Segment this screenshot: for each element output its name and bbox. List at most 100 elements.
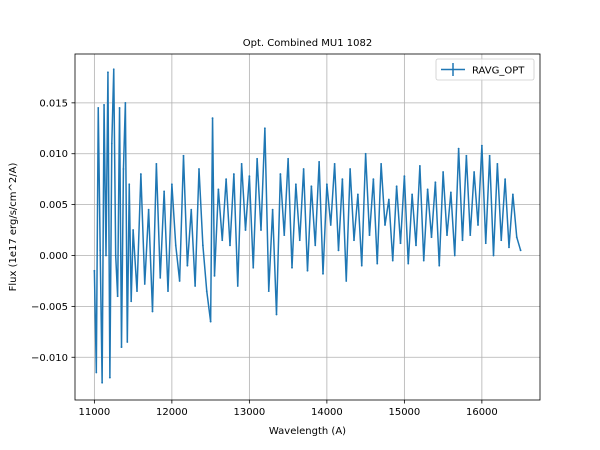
data-point xyxy=(116,295,119,298)
data-point xyxy=(287,157,290,160)
data-point xyxy=(229,244,231,247)
data-point xyxy=(221,239,224,242)
data-point xyxy=(519,249,522,252)
legend-box xyxy=(435,58,535,81)
data-point xyxy=(174,244,177,247)
data-point xyxy=(314,244,317,247)
data-point xyxy=(271,208,274,211)
data-point xyxy=(201,244,204,247)
y-tick-label: 0.005 xyxy=(39,200,68,211)
data-point xyxy=(500,239,503,242)
data-point xyxy=(399,242,402,245)
data-point xyxy=(267,290,270,293)
plot-frame xyxy=(74,53,541,401)
data-point xyxy=(310,185,313,188)
data-point xyxy=(170,183,173,186)
data-point xyxy=(345,280,348,282)
data-point xyxy=(139,173,142,175)
data-point xyxy=(446,234,448,237)
data-point xyxy=(508,246,510,249)
data-point xyxy=(147,208,150,211)
data-point xyxy=(209,320,212,323)
data-point xyxy=(438,264,441,267)
axis-ticks: 11000 12000 13000 14000 15000 16000 −0.010 −0.0… xyxy=(31,98,498,418)
data-point xyxy=(108,376,111,379)
data-point xyxy=(318,160,321,163)
data-point xyxy=(302,168,305,170)
data-point xyxy=(430,236,433,239)
data-point xyxy=(163,190,166,193)
data-point xyxy=(93,269,96,272)
data-point xyxy=(488,154,491,157)
data-point xyxy=(118,107,121,109)
x-tick-label: 11000 xyxy=(78,407,110,418)
legend-label-ravg-opt: RAVG_OPT xyxy=(472,66,525,77)
data-point xyxy=(213,274,216,277)
data-point xyxy=(380,163,383,165)
data-point xyxy=(364,152,367,155)
y-tick-label: 0.000 xyxy=(39,251,68,262)
data-point xyxy=(426,188,429,191)
data-point xyxy=(294,183,297,186)
y-axis-label: Flux (1e17 erg/s/cm^2/A) xyxy=(8,163,19,292)
data-point xyxy=(395,185,398,188)
data-point xyxy=(124,101,127,104)
data-point xyxy=(178,280,181,282)
data-point xyxy=(515,236,518,239)
data-point xyxy=(291,266,293,269)
data-point xyxy=(492,254,495,257)
data-point xyxy=(112,68,115,71)
data-point xyxy=(407,262,410,265)
data-point xyxy=(110,142,113,145)
data-point xyxy=(349,168,352,170)
data-point xyxy=(232,173,235,175)
data-point xyxy=(511,193,514,196)
data-point xyxy=(461,239,464,242)
data-point xyxy=(217,188,220,191)
legend: RAVG_OPT xyxy=(435,58,535,81)
series-layer xyxy=(93,68,522,384)
data-point xyxy=(260,229,262,231)
data-point xyxy=(453,254,456,257)
data-point xyxy=(190,208,193,211)
data-point xyxy=(114,254,117,257)
data-point xyxy=(477,224,479,226)
data-point xyxy=(376,262,379,265)
data-point xyxy=(151,310,154,313)
y-tick-label: 0.010 xyxy=(39,149,68,160)
y-tick-label: −0.005 xyxy=(31,302,68,313)
data-point xyxy=(360,264,363,267)
data-point xyxy=(353,239,355,242)
data-point xyxy=(186,264,189,267)
data-point xyxy=(418,165,421,167)
data-point xyxy=(143,283,146,285)
x-tick-label: 12000 xyxy=(156,407,188,418)
y-tick-label: −0.010 xyxy=(31,353,68,364)
data-point xyxy=(504,178,507,181)
data-point xyxy=(136,290,138,293)
data-point xyxy=(325,183,328,186)
data-point xyxy=(95,371,98,374)
data-point xyxy=(484,242,487,245)
data-point xyxy=(279,173,282,175)
data-point xyxy=(167,290,169,293)
data-point xyxy=(480,144,483,147)
data-point xyxy=(256,157,259,160)
data-point xyxy=(159,276,162,279)
data-point xyxy=(449,191,452,194)
data-point xyxy=(194,285,197,287)
data-point xyxy=(128,183,131,186)
x-tick-label: 16000 xyxy=(466,407,498,418)
data-point xyxy=(225,178,228,181)
data-point xyxy=(368,234,371,237)
data-point xyxy=(337,249,340,252)
data-point xyxy=(283,234,286,237)
x-tick-label: 13000 xyxy=(233,407,265,418)
data-point xyxy=(126,341,129,343)
data-point xyxy=(107,71,109,74)
data-point xyxy=(341,178,344,181)
data-point xyxy=(465,154,468,157)
x-axis-label: Wavelength (A) xyxy=(269,426,346,437)
